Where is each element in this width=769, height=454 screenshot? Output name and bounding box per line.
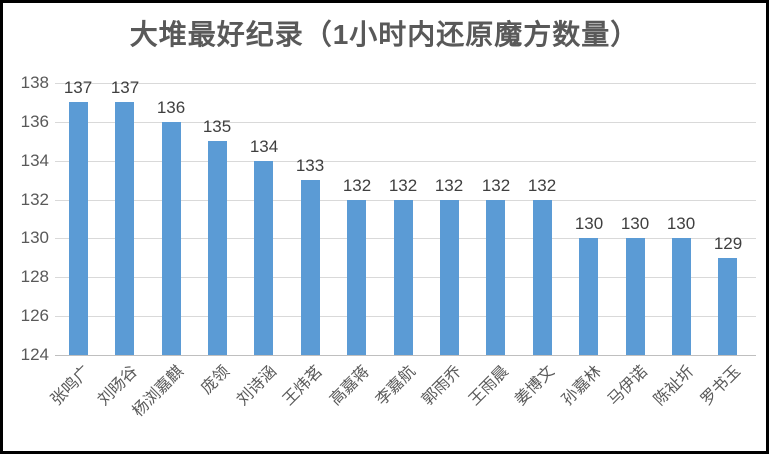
bar-value-label: 129 — [713, 234, 743, 253]
bar-value-label: 132 — [527, 176, 557, 195]
bar — [69, 102, 88, 355]
bar — [440, 200, 459, 355]
bar — [208, 141, 227, 355]
y-axis-tick-label: 126 — [20, 306, 49, 325]
bar — [672, 238, 691, 355]
bar-value-label: 137 — [110, 78, 140, 97]
y-gridline — [55, 161, 756, 162]
bar — [254, 161, 273, 355]
bar-value-label: 130 — [620, 214, 650, 233]
bar-value-label: 130 — [574, 214, 604, 233]
bar — [115, 102, 134, 355]
y-axis-tick-label: 134 — [20, 151, 49, 170]
bar — [533, 200, 552, 355]
bar-value-label: 135 — [202, 117, 232, 136]
bar-value-label: 134 — [249, 137, 279, 156]
bar — [626, 238, 645, 355]
y-axis-tick-label: 136 — [20, 112, 49, 131]
y-axis-tick-label: 124 — [20, 345, 49, 364]
bar-value-label: 136 — [156, 98, 186, 117]
bar — [486, 200, 505, 355]
bar — [394, 200, 413, 355]
bar-value-label: 137 — [63, 78, 93, 97]
x-axis-category-label: 张鸣广 — [48, 363, 95, 409]
bar-value-label: 132 — [434, 176, 464, 195]
chart-title: 大堆最好纪录（1小时内还原魔方数量） — [129, 19, 640, 50]
bar-value-label: 132 — [388, 176, 418, 195]
y-axis-tick-label: 128 — [20, 267, 49, 286]
y-axis-tick-label: 132 — [20, 190, 49, 209]
bar — [579, 238, 598, 355]
bar-value-label: 130 — [666, 214, 696, 233]
bar — [301, 180, 320, 355]
y-gridline — [55, 83, 756, 84]
y-axis-tick-label: 138 — [20, 73, 49, 92]
y-axis-tick-label: 130 — [20, 228, 49, 247]
bar-value-label: 132 — [342, 176, 372, 195]
bar-value-label: 132 — [481, 176, 511, 195]
x-axis-line — [55, 355, 756, 356]
bar — [718, 258, 737, 355]
bar — [162, 122, 181, 355]
bar-value-label: 133 — [295, 156, 325, 175]
y-gridline — [55, 122, 756, 123]
bar — [347, 200, 366, 355]
